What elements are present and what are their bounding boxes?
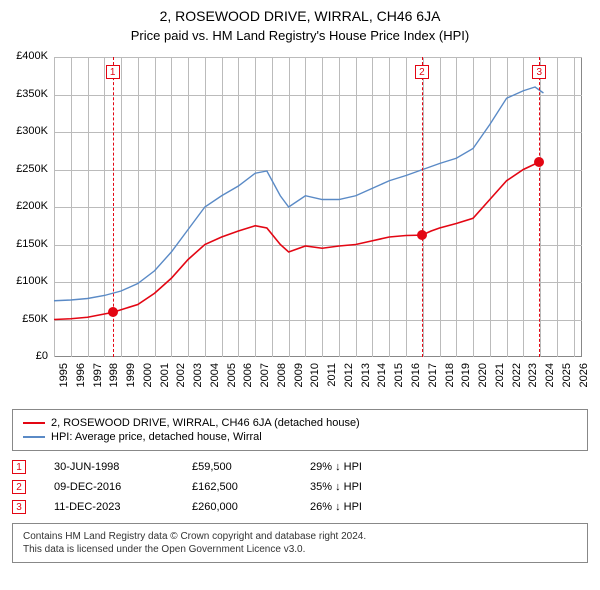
sales-row: 3 11-DEC-2023 £260,000 26% ↓ HPI (12, 497, 588, 517)
xtick-label: 2007 (259, 363, 271, 403)
xtick-label: 1995 (58, 363, 70, 403)
xtick-label: 2018 (444, 363, 456, 403)
xtick-label: 2022 (511, 363, 523, 403)
sales-marker: 3 (12, 500, 26, 514)
sale-marker-dot (108, 307, 118, 317)
legend: 2, ROSEWOOD DRIVE, WIRRAL, CH46 6JA (det… (12, 409, 588, 451)
xtick-label: 2008 (276, 363, 288, 403)
sales-price: £59,500 (192, 461, 282, 473)
series-hpi (54, 87, 543, 301)
legend-swatch (23, 422, 45, 424)
xtick-label: 2001 (159, 363, 171, 403)
xtick-label: 2004 (209, 363, 221, 403)
xtick-label: 2003 (192, 363, 204, 403)
xtick-label: 1997 (92, 363, 104, 403)
attribution-line1: Contains HM Land Registry data © Crown c… (23, 530, 577, 543)
xtick-label: 2017 (427, 363, 439, 403)
sales-price: £260,000 (192, 501, 282, 513)
xtick-label: 2021 (494, 363, 506, 403)
legend-label: HPI: Average price, detached house, Wirr… (51, 431, 262, 443)
legend-swatch (23, 436, 45, 438)
sales-table: 1 30-JUN-1998 £59,500 29% ↓ HPI 2 09-DEC-2016… (12, 457, 588, 517)
xtick-label: 2006 (242, 363, 254, 403)
xtick-label: 2002 (175, 363, 187, 403)
sales-diff: 35% ↓ HPI (310, 481, 362, 493)
xtick-label: 1996 (75, 363, 87, 403)
xtick-label: 2020 (477, 363, 489, 403)
attribution-line2: This data is licensed under the Open Gov… (23, 543, 577, 556)
sales-date: 09-DEC-2016 (54, 481, 164, 493)
xtick-label: 2013 (360, 363, 372, 403)
chart-subtitle: Price paid vs. HM Land Registry's House … (12, 28, 588, 43)
xtick-label: 2011 (326, 363, 338, 403)
xtick-label: 1998 (108, 363, 120, 403)
sale-marker-box: 3 (532, 65, 546, 79)
xtick-label: 2009 (293, 363, 305, 403)
sale-vline (539, 57, 540, 357)
xtick-label: 2014 (376, 363, 388, 403)
sales-price: £162,500 (192, 481, 282, 493)
xtick-label: 2015 (393, 363, 405, 403)
series-price_paid (54, 161, 543, 320)
sales-marker: 2 (12, 480, 26, 494)
sales-date: 30-JUN-1998 (54, 461, 164, 473)
xtick-label: 2026 (578, 363, 590, 403)
sale-marker-dot (417, 230, 427, 240)
xtick-label: 1999 (125, 363, 137, 403)
chart-title: 2, ROSEWOOD DRIVE, WIRRAL, CH46 6JA (12, 8, 588, 24)
xtick-label: 2024 (544, 363, 556, 403)
xtick-label: 2025 (561, 363, 573, 403)
sales-diff: 26% ↓ HPI (310, 501, 362, 513)
chart-lines (12, 51, 584, 359)
xtick-label: 2016 (410, 363, 422, 403)
sale-vline (422, 57, 423, 357)
sales-row: 2 09-DEC-2016 £162,500 35% ↓ HPI (12, 477, 588, 497)
sale-marker-box: 2 (415, 65, 429, 79)
xtick-label: 2000 (142, 363, 154, 403)
sale-marker-box: 1 (106, 65, 120, 79)
xtick-label: 2005 (226, 363, 238, 403)
legend-label: 2, ROSEWOOD DRIVE, WIRRAL, CH46 6JA (det… (51, 417, 360, 429)
sales-diff: 29% ↓ HPI (310, 461, 362, 473)
legend-row: HPI: Average price, detached house, Wirr… (23, 430, 577, 444)
xtick-label: 2012 (343, 363, 355, 403)
legend-row: 2, ROSEWOOD DRIVE, WIRRAL, CH46 6JA (det… (23, 416, 577, 430)
sales-date: 11-DEC-2023 (54, 501, 164, 513)
xtick-label: 2019 (460, 363, 472, 403)
sales-marker: 1 (12, 460, 26, 474)
xtick-label: 2023 (527, 363, 539, 403)
sale-marker-dot (534, 157, 544, 167)
sales-row: 1 30-JUN-1998 £59,500 29% ↓ HPI (12, 457, 588, 477)
xtick-label: 2010 (309, 363, 321, 403)
attribution: Contains HM Land Registry data © Crown c… (12, 523, 588, 563)
chart-area: £0£50K£100K£150K£200K£250K£300K£350K£400… (12, 51, 588, 405)
